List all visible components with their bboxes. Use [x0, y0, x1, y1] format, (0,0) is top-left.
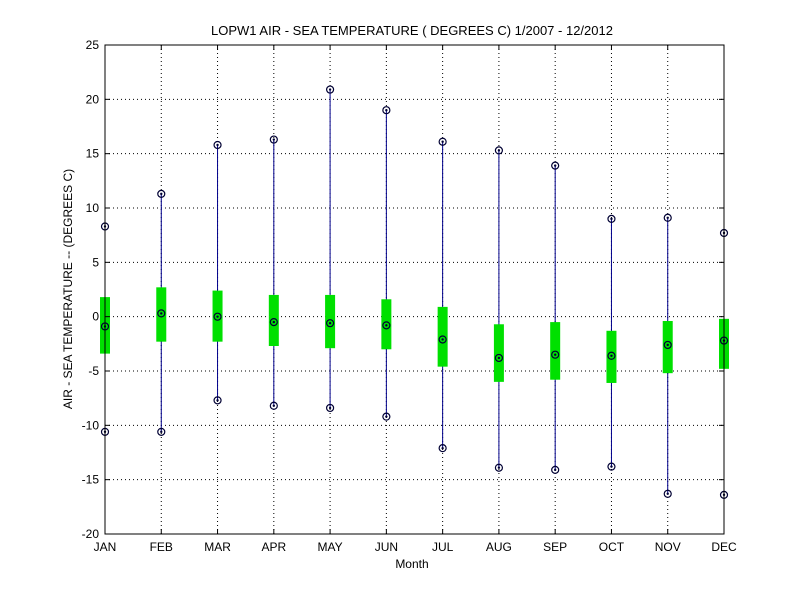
min-marker	[382, 412, 391, 421]
iqr-box	[493, 324, 504, 382]
x-tick-label: JUL	[432, 540, 454, 554]
median-marker	[494, 353, 504, 363]
y-tick-label: 5	[92, 255, 99, 269]
x-tick-label: JAN	[94, 540, 117, 554]
median-marker	[607, 351, 616, 360]
min-marker-dot	[610, 465, 613, 468]
min-marker	[663, 489, 672, 498]
median-marker-dot	[160, 312, 163, 315]
median-marker-dot	[272, 320, 276, 324]
iqr-box	[437, 306, 448, 367]
max-marker-dot	[497, 149, 501, 152]
median-marker	[157, 309, 166, 318]
max-marker	[494, 146, 504, 155]
min-marker	[269, 401, 278, 410]
median-marker	[663, 340, 672, 350]
min-marker-dot	[160, 430, 163, 434]
median-marker-dot	[441, 338, 444, 341]
x-axis-label: Month	[395, 557, 428, 571]
median-marker	[213, 312, 222, 321]
max-marker	[438, 137, 447, 146]
median-marker-dot	[610, 354, 613, 357]
x-tick-label: FEB	[150, 540, 173, 554]
y-tick-label: 20	[86, 92, 100, 106]
iqr-box	[662, 321, 673, 374]
min-marker	[157, 427, 166, 436]
max-marker-dot	[328, 88, 332, 91]
min-marker-dot	[216, 399, 219, 402]
max-marker-dot	[385, 109, 388, 112]
y-tick-label: -5	[88, 364, 99, 378]
x-tick-label: AUG	[486, 540, 512, 554]
y-tick-label: -10	[82, 418, 100, 432]
x-tick-label: APR	[261, 540, 286, 554]
max-marker	[607, 214, 616, 223]
y-tick-label: -20	[82, 527, 100, 541]
min-marker-dot	[497, 466, 501, 469]
max-marker	[325, 85, 335, 94]
chart-title: LOPW1 AIR - SEA TEMPERATURE ( DEGREES C)…	[211, 23, 613, 38]
iqr-box	[268, 294, 279, 347]
median-marker-dot	[666, 343, 669, 347]
max-marker-dot	[666, 216, 669, 219]
y-axis-label: AIR - SEA TEMPERATURE -- (DEGREES C)	[61, 169, 75, 409]
x-tick-label: SEP	[543, 540, 567, 554]
min-marker	[325, 403, 335, 413]
max-marker	[382, 106, 391, 115]
x-tick-label: MAY	[318, 540, 343, 554]
max-marker	[663, 213, 672, 222]
y-tick-label: 25	[86, 38, 100, 52]
median-marker-dot	[385, 324, 388, 327]
median-marker	[551, 350, 560, 359]
min-marker-dot	[553, 468, 557, 472]
grid-lines	[105, 45, 724, 534]
median-marker-dot	[216, 315, 219, 318]
y-tick-label: 15	[86, 147, 100, 161]
min-marker-dot	[328, 406, 332, 410]
median-marker	[325, 319, 335, 328]
median-marker	[438, 335, 447, 344]
max-marker	[213, 140, 222, 150]
max-marker-dot	[553, 164, 557, 167]
max-marker-dot	[610, 217, 613, 221]
data-marks	[100, 85, 729, 499]
x-tick-label: JUN	[375, 540, 398, 554]
x-tick-label: DEC	[711, 540, 737, 554]
y-tick-label: -15	[82, 473, 100, 487]
min-marker-dot	[666, 492, 669, 495]
max-marker	[269, 135, 278, 144]
iqr-box	[325, 294, 336, 349]
min-marker-dot	[441, 446, 444, 450]
max-marker-dot	[272, 138, 276, 141]
min-marker	[438, 444, 447, 453]
max-marker	[551, 161, 560, 170]
min-marker	[551, 465, 560, 474]
min-marker-dot	[272, 404, 276, 407]
y-tick-label: 10	[86, 201, 100, 215]
plot-area-frame	[104, 44, 725, 535]
x-tick-label: NOV	[655, 540, 681, 554]
median-marker-dot	[553, 353, 557, 356]
min-marker	[213, 396, 222, 405]
median-marker	[382, 321, 391, 330]
x-tick-label: MAR	[204, 540, 231, 554]
min-marker	[607, 462, 616, 471]
median-marker-dot	[328, 321, 332, 325]
max-marker	[157, 189, 166, 198]
median-marker-dot	[497, 356, 501, 360]
median-marker	[269, 318, 278, 327]
max-marker-dot	[216, 143, 219, 147]
x-tick-label: OCT	[599, 540, 625, 554]
max-marker-dot	[160, 192, 163, 196]
min-marker-dot	[385, 415, 388, 418]
max-marker-dot	[441, 140, 444, 143]
y-tick-label: 0	[92, 310, 99, 324]
min-marker	[494, 463, 504, 472]
